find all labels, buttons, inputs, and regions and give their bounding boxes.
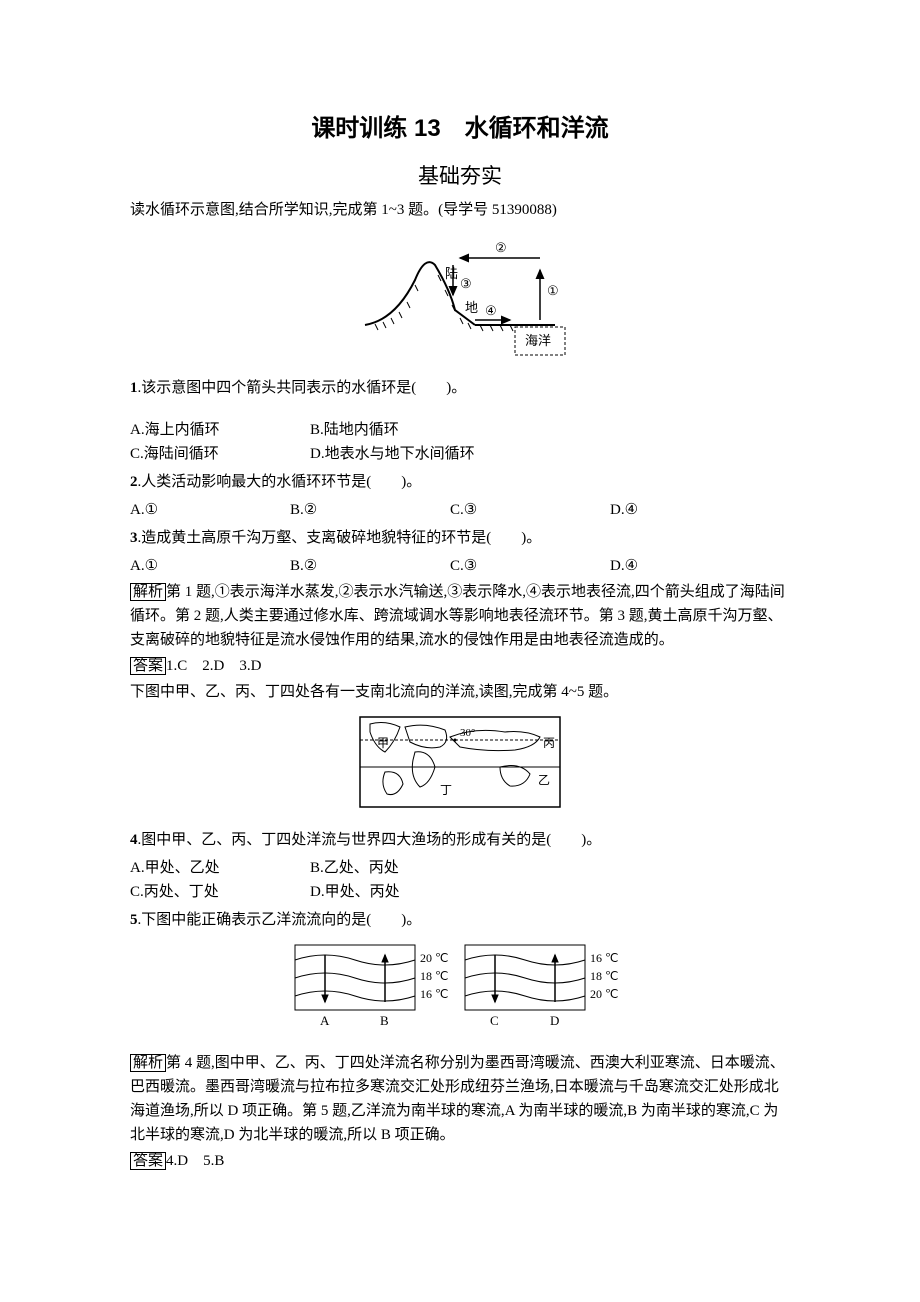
q4-num: 4 [130, 832, 138, 848]
analysis-2: 解析第 4 题,图中甲、乙、丙、丁四处洋流名称分别为墨西哥湾暖流、西澳大利亚寒流… [130, 1051, 790, 1147]
ground-label: 地 [465, 300, 478, 315]
page-title: 课时训练 13 水循环和洋流 [130, 110, 790, 148]
q1-opt-b: B.陆地内循环 [310, 418, 490, 442]
answer-text-2: 4.D 5.B [166, 1153, 224, 1169]
opt-b-label: B [380, 1013, 389, 1028]
land-label: 陆 [445, 266, 458, 281]
answer-label-1: 答案 [130, 657, 166, 675]
opt-c-label: C [490, 1013, 499, 1028]
q1-options-row1: A.海上内循环 B.陆地内循环 [130, 418, 790, 442]
question-4: 4.图中甲、乙、丙、丁四处洋流与世界四大渔场的形成有关的是( )。 [130, 828, 790, 852]
q2-opt-b: B.② [290, 498, 450, 522]
bing-label: 丙 [543, 736, 555, 750]
q3-opt-a: A.① [130, 554, 290, 578]
num4-label: ④ [485, 303, 497, 318]
t18-cd: 18 ℃ [590, 969, 618, 983]
q2-opt-c: C.③ [450, 498, 610, 522]
num3-label: ③ [460, 276, 472, 291]
ocean-label: 海洋 [525, 333, 551, 348]
question-2: 2.人类活动影响最大的水循环环节是( )。 [130, 470, 790, 494]
q4-opt-a: A.甲处、乙处 [130, 856, 310, 880]
analysis-text-2: 第 4 题,图中甲、乙、丙、丁四处洋流名称分别为墨西哥湾暖流、西澳大利亚寒流、日… [130, 1055, 785, 1143]
q1-opt-c: C.海陆间循环 [130, 442, 310, 466]
question-1: 1.该示意图中四个箭头共同表示的水循环是( )。 [130, 376, 790, 400]
q1-opt-a: A.海上内循环 [130, 418, 310, 442]
q1-opt-d: D.地表水与地下水间循环 [310, 442, 490, 466]
t20-ab: 20 ℃ [420, 951, 448, 965]
q4-opt-d: D.甲处、丙处 [310, 880, 490, 904]
diagram-current-options: 20 ℃ 18 ℃ 16 ℃ A B 16 ℃ 18 ℃ 20 ℃ C D [130, 940, 790, 1043]
q3-opt-c: C.③ [450, 554, 610, 578]
opt-a-label: A [320, 1013, 330, 1028]
answer-1: 答案1.C 2.D 3.D [130, 654, 790, 678]
q2-num: 2 [130, 474, 138, 490]
q5-num: 5 [130, 912, 138, 928]
q2-options: A.① B.② C.③ D.④ [130, 498, 790, 522]
t20-cd: 20 ℃ [590, 987, 618, 1001]
ding-label: 丁 [440, 783, 452, 797]
question-3: 3.造成黄土高原千沟万壑、支离破碎地貌特征的环节是( )。 [130, 526, 790, 550]
q4-options-row1: A.甲处、乙处 B.乙处、丙处 [130, 856, 790, 880]
q1-options-row2: C.海陆间循环 D.地表水与地下水间循环 [130, 442, 790, 466]
lat-label: 30° [460, 727, 475, 739]
q4-opt-c: C.丙处、丁处 [130, 880, 310, 904]
q3-text: .造成黄土高原千沟万壑、支离破碎地貌特征的环节是( )。 [138, 530, 542, 546]
q4-options-row2: C.丙处、丁处 D.甲处、丙处 [130, 880, 790, 904]
q3-options: A.① B.② C.③ D.④ [130, 554, 790, 578]
intro-text-1: 读水循环示意图,结合所学知识,完成第 1~3 题。(导学号 51390088) [130, 198, 790, 222]
q1-num: 1 [130, 380, 138, 396]
diagram-world-map: 甲 乙 丙 丁 30° [130, 712, 790, 820]
q2-opt-a: A.① [130, 498, 290, 522]
opt-d-label: D [550, 1013, 559, 1028]
q3-opt-d: D.④ [610, 554, 770, 578]
t16-ab: 16 ℃ [420, 987, 448, 1001]
q3-opt-b: B.② [290, 554, 450, 578]
question-5: 5.下图中能正确表示乙洋流流向的是( )。 [130, 908, 790, 932]
diagram-water-cycle: 海洋 陆 地 ① ② ③ ④ [130, 230, 790, 368]
answer-label-2: 答案 [130, 1152, 166, 1170]
q3-num: 3 [130, 530, 138, 546]
analysis-1: 解析第 1 题,①表示海洋水蒸发,②表示水汽输送,③表示降水,④表示地表径流,四… [130, 580, 790, 652]
num1-label: ① [547, 283, 559, 298]
q2-opt-d: D.④ [610, 498, 770, 522]
q1-text: .该示意图中四个箭头共同表示的水循环是( )。 [138, 380, 467, 396]
t16-cd: 16 ℃ [590, 951, 618, 965]
analysis-text-1: 第 1 题,①表示海洋水蒸发,②表示水汽输送,③表示降水,④表示地表径流,四个箭… [130, 584, 785, 648]
analysis-label-2: 解析 [130, 1054, 166, 1072]
q4-opt-b: B.乙处、丙处 [310, 856, 490, 880]
jia-label: 甲 [377, 736, 389, 750]
analysis-label-1: 解析 [130, 583, 166, 601]
page-subtitle: 基础夯实 [130, 160, 790, 194]
t18-ab: 18 ℃ [420, 969, 448, 983]
num2-label: ② [495, 240, 507, 255]
intro-text-2: 下图中甲、乙、丙、丁四处各有一支南北流向的洋流,读图,完成第 4~5 题。 [130, 680, 790, 704]
yi-label: 乙 [538, 773, 550, 787]
q2-text: .人类活动影响最大的水循环环节是( )。 [138, 474, 422, 490]
q5-text: .下图中能正确表示乙洋流流向的是( )。 [138, 912, 422, 928]
answer-text-1: 1.C 2.D 3.D [166, 658, 261, 674]
answer-2: 答案4.D 5.B [130, 1149, 790, 1173]
q4-text: .图中甲、乙、丙、丁四处洋流与世界四大渔场的形成有关的是( )。 [138, 832, 602, 848]
